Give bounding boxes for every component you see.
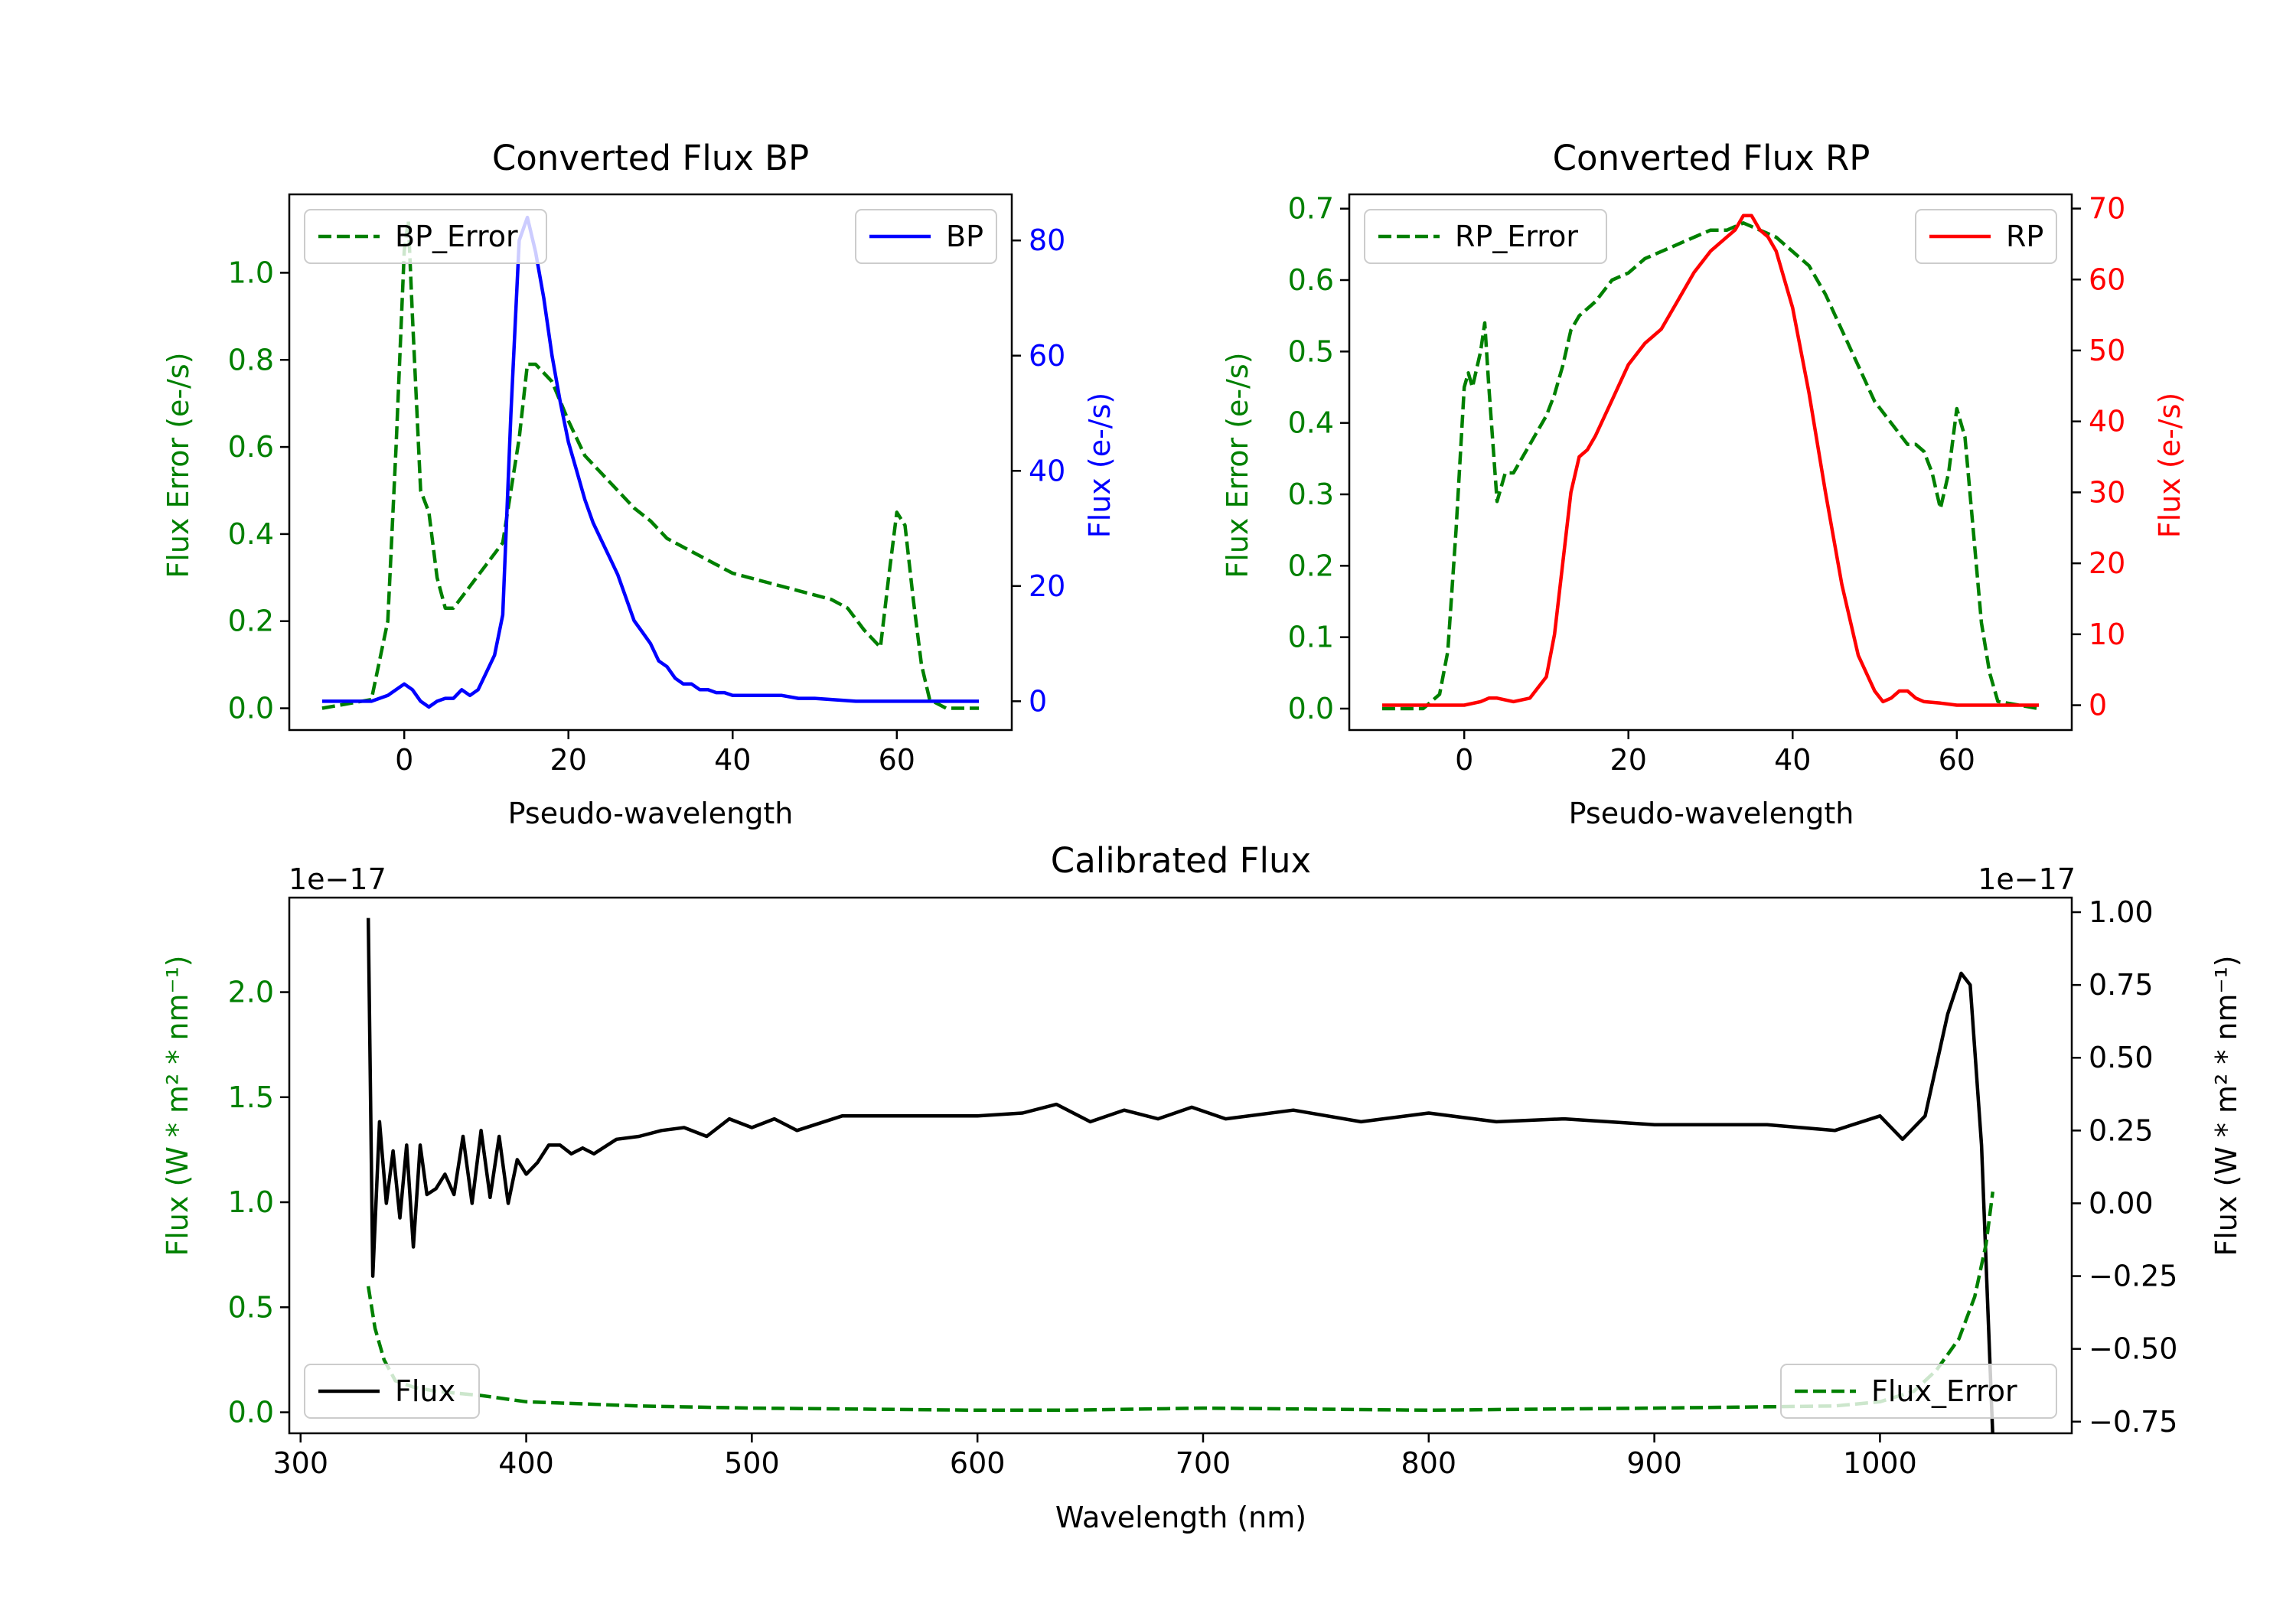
calibrated-xtick-label: 1000 <box>1843 1446 1917 1480</box>
rp-ylabel-right: Flux (e-/s) <box>2153 393 2187 538</box>
rp-ytick-left-label: 0.0 <box>1288 692 1334 725</box>
rp-ytick-left-label: 0.4 <box>1288 406 1334 440</box>
rp-legend-rp-label: RP <box>2006 220 2043 253</box>
calibrated-xtick-label: 500 <box>724 1446 780 1480</box>
calibrated-legend-flux-error-label: Flux_Error <box>1871 1374 2017 1408</box>
calibrated-xtick-label: 900 <box>1626 1446 1682 1480</box>
rp-ytick-right-label: 60 <box>2089 262 2125 296</box>
rp-plot-frame <box>1348 193 2073 732</box>
calibrated-xlabel: Wavelength (nm) <box>1055 1501 1306 1534</box>
calibrated-ytick-right-label: −0.50 <box>2089 1332 2177 1366</box>
calibrated-ytick-right-label: 1.00 <box>2089 895 2154 929</box>
bp-ytick-right-label: 80 <box>1029 223 1065 257</box>
calibrated-ytick-left-label: 0.0 <box>228 1396 274 1429</box>
calibrated-xtick-label: 600 <box>950 1446 1006 1480</box>
calibrated-ylabel-right: Flux (W * m² * nm⁻¹) <box>2210 955 2243 1256</box>
rp-title: Converted Flux RP <box>1553 138 1870 178</box>
calibrated-xtick-label: 800 <box>1401 1446 1457 1480</box>
bp-ylabel-left: Flux Error (e-/s) <box>161 352 195 578</box>
calibrated-ytick-right-label: 0.75 <box>2089 968 2154 1002</box>
bp-ytick-left-label: 0.8 <box>228 343 274 376</box>
calibrated-ytick-right-label: 0.00 <box>2089 1186 2154 1220</box>
bp-ytick-left-label: 0.2 <box>228 605 274 638</box>
rp-ytick-right-label: 40 <box>2089 405 2125 438</box>
bp-xtick-label: 0 <box>395 743 413 777</box>
bp-ytick-left-label: 0.0 <box>228 692 274 725</box>
bp-ytick-left-label: 1.0 <box>228 256 274 289</box>
calibrated-panel: Calibrated Flux Wavelength (nm) 1e−17 1e… <box>161 840 2243 1534</box>
calibrated-legend-flux-error-box <box>1780 1364 2057 1419</box>
bp-xtick-label: 20 <box>550 743 587 777</box>
calibrated-legend-flux-label: Flux <box>395 1374 455 1408</box>
calibrated-ytick-left-label: 1.5 <box>228 1081 274 1114</box>
bp-panel: Converted Flux BP Pseudo-wavelength Flux… <box>161 138 1117 830</box>
calibrated-title: Calibrated Flux <box>1051 840 1311 881</box>
rp-xlabel: Pseudo-wavelength <box>1569 797 1854 830</box>
calibrated-xtick-label: 700 <box>1176 1446 1231 1480</box>
rp-xtick-label: 40 <box>1774 743 1811 777</box>
calibrated-legend-flux-box <box>304 1364 480 1419</box>
rp-panel: Converted Flux RP Pseudo-wavelength Flux… <box>1221 138 2187 830</box>
calibrated-series-flux-line <box>366 918 1994 1433</box>
calibrated-xtick-label: 400 <box>498 1446 554 1480</box>
bp-ytick-right-label: 20 <box>1029 569 1065 603</box>
calibrated-ytick-right-label: 0.25 <box>2089 1113 2154 1147</box>
bp-xtick-label: 60 <box>879 743 915 777</box>
rp-xtick-label: 20 <box>1610 743 1647 777</box>
calibrated-plot-frame <box>288 896 2073 1435</box>
bp-ylabel-right: Flux (e-/s) <box>1083 393 1117 538</box>
calibrated-offset-left: 1e−17 <box>289 862 386 896</box>
calibrated-ytick-left-label: 0.5 <box>228 1290 274 1324</box>
rp-xtick-label: 60 <box>1939 743 1975 777</box>
bp-legend-bp-label: BP <box>946 220 983 253</box>
rp-ytick-left-label: 0.6 <box>1288 263 1334 297</box>
bp-legend-bp-error-label: BP_Error <box>395 220 518 253</box>
rp-ytick-left-label: 0.7 <box>1288 192 1334 226</box>
calibrated-ytick-right-label: −0.25 <box>2089 1260 2177 1293</box>
bp-xlabel: Pseudo-wavelength <box>508 797 794 830</box>
rp-ylabel-left: Flux Error (e-/s) <box>1221 352 1254 578</box>
bp-ytick-right-label: 60 <box>1029 339 1065 373</box>
rp-legend-rp-error-label: RP_Error <box>1455 220 1578 253</box>
bp-ytick-left-label: 0.4 <box>228 517 274 551</box>
calibrated-ytick-left-label: 2.0 <box>228 976 274 1009</box>
bp-title: Converted Flux BP <box>492 138 809 178</box>
rp-ytick-left-label: 0.1 <box>1288 621 1334 654</box>
bp-plot-frame <box>288 193 1013 732</box>
rp-ytick-left-label: 0.2 <box>1288 549 1334 582</box>
rp-series-rp-error-line <box>1381 221 2040 711</box>
calibrated-ylabel-left: Flux (W * m² * nm⁻¹) <box>161 955 194 1256</box>
bp-ytick-right-label: 40 <box>1029 454 1065 487</box>
calibrated-offset-right: 1e−17 <box>1978 862 2076 896</box>
rp-ytick-right-label: 30 <box>2089 475 2125 509</box>
calibrated-xtick-label: 300 <box>272 1446 328 1480</box>
rp-ytick-right-label: 20 <box>2089 546 2125 580</box>
calibrated-ytick-right-label: 0.50 <box>2089 1041 2154 1074</box>
rp-series-rp-line <box>1381 214 2040 707</box>
bp-ytick-left-label: 0.6 <box>228 430 274 464</box>
bp-legend-bp-error-box <box>304 209 547 264</box>
rp-ytick-right-label: 0 <box>2089 689 2107 722</box>
rp-ytick-right-label: 10 <box>2089 618 2125 651</box>
bp-ytick-right-label: 0 <box>1029 684 1047 718</box>
bp-series-bp-line <box>321 215 980 709</box>
rp-ytick-left-label: 0.5 <box>1288 334 1334 368</box>
rp-legend-rp-error-box <box>1364 209 1607 264</box>
calibrated-ytick-left-label: 1.0 <box>228 1185 274 1219</box>
calibrated-ytick-right-label: −0.75 <box>2089 1405 2177 1439</box>
rp-ytick-right-label: 50 <box>2089 334 2125 367</box>
calibrated-series-flux-error-line <box>366 1191 1995 1413</box>
rp-ytick-right-label: 70 <box>2089 192 2125 226</box>
rp-ytick-left-label: 0.3 <box>1288 478 1334 511</box>
rp-xtick-label: 0 <box>1455 743 1473 777</box>
bp-series-bp-error-line <box>321 218 980 710</box>
bp-xtick-label: 40 <box>714 743 751 777</box>
